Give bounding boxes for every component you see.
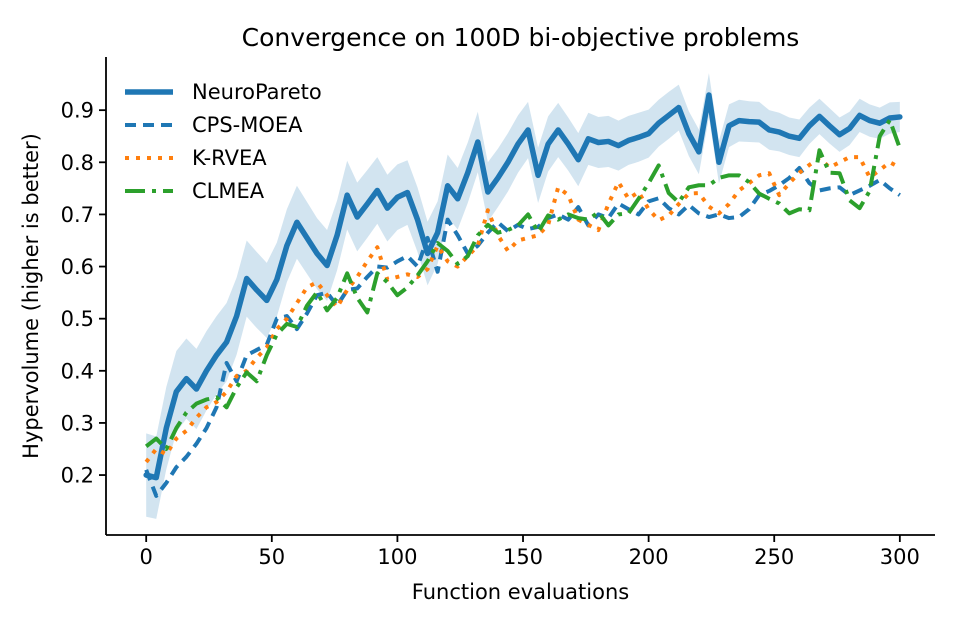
x-tick-label: 250 bbox=[754, 545, 794, 569]
y-tick-label: 0.2 bbox=[61, 464, 94, 488]
y-axis-label: Hypervolume (higher is better) bbox=[19, 133, 43, 459]
legend-item-cps-moea: CPS-MOEA bbox=[124, 108, 322, 141]
legend-label-neuropareto: NeuroPareto bbox=[192, 79, 322, 104]
series-line-cps-moea bbox=[144, 166, 901, 498]
legend-line-k-rvea-icon bbox=[125, 155, 173, 160]
legend-line-cps-moea-icon bbox=[125, 122, 173, 127]
legend-item-k-rvea: K-RVEA bbox=[124, 141, 322, 174]
y-tick-label: 0.6 bbox=[61, 255, 94, 279]
x-tick-label: 100 bbox=[377, 545, 417, 569]
x-axis-label: Function evaluations bbox=[411, 580, 630, 604]
y-tick-label: 0.3 bbox=[61, 411, 94, 435]
legend-item-neuropareto: NeuroPareto bbox=[124, 75, 322, 108]
y-tick-label: 0.9 bbox=[61, 99, 94, 123]
legend-line-neuropareto-icon bbox=[125, 88, 173, 95]
x-tick-label: 200 bbox=[629, 545, 669, 569]
x-tick-label: 50 bbox=[258, 545, 285, 569]
series-line-neuropareto bbox=[143, 92, 903, 481]
legend: NeuroPareto CPS-MOEA K-RVEA CLMEA bbox=[124, 75, 322, 207]
y-tick-label: 0.5 bbox=[61, 307, 94, 331]
x-tick-label: 300 bbox=[880, 545, 920, 569]
y-tick-label: 0.4 bbox=[61, 359, 94, 383]
x-tick-label: 150 bbox=[503, 545, 543, 569]
chart-title: Convergence on 100D bi-objective problem… bbox=[241, 23, 800, 52]
legend-label-clmea: CLMEA bbox=[192, 178, 265, 203]
legend-item-clmea: CLMEA bbox=[124, 174, 322, 207]
legend-label-k-rvea: K-RVEA bbox=[192, 145, 267, 170]
legend-line-clmea-icon bbox=[125, 188, 173, 193]
series-line-clmea bbox=[144, 118, 902, 451]
legend-label-cps-moea: CPS-MOEA bbox=[192, 112, 303, 137]
y-tick-label: 0.8 bbox=[61, 151, 94, 175]
series-line-k-rvea bbox=[144, 155, 901, 464]
x-tick-label: 0 bbox=[140, 545, 153, 569]
y-tick-label: 0.7 bbox=[61, 203, 94, 227]
